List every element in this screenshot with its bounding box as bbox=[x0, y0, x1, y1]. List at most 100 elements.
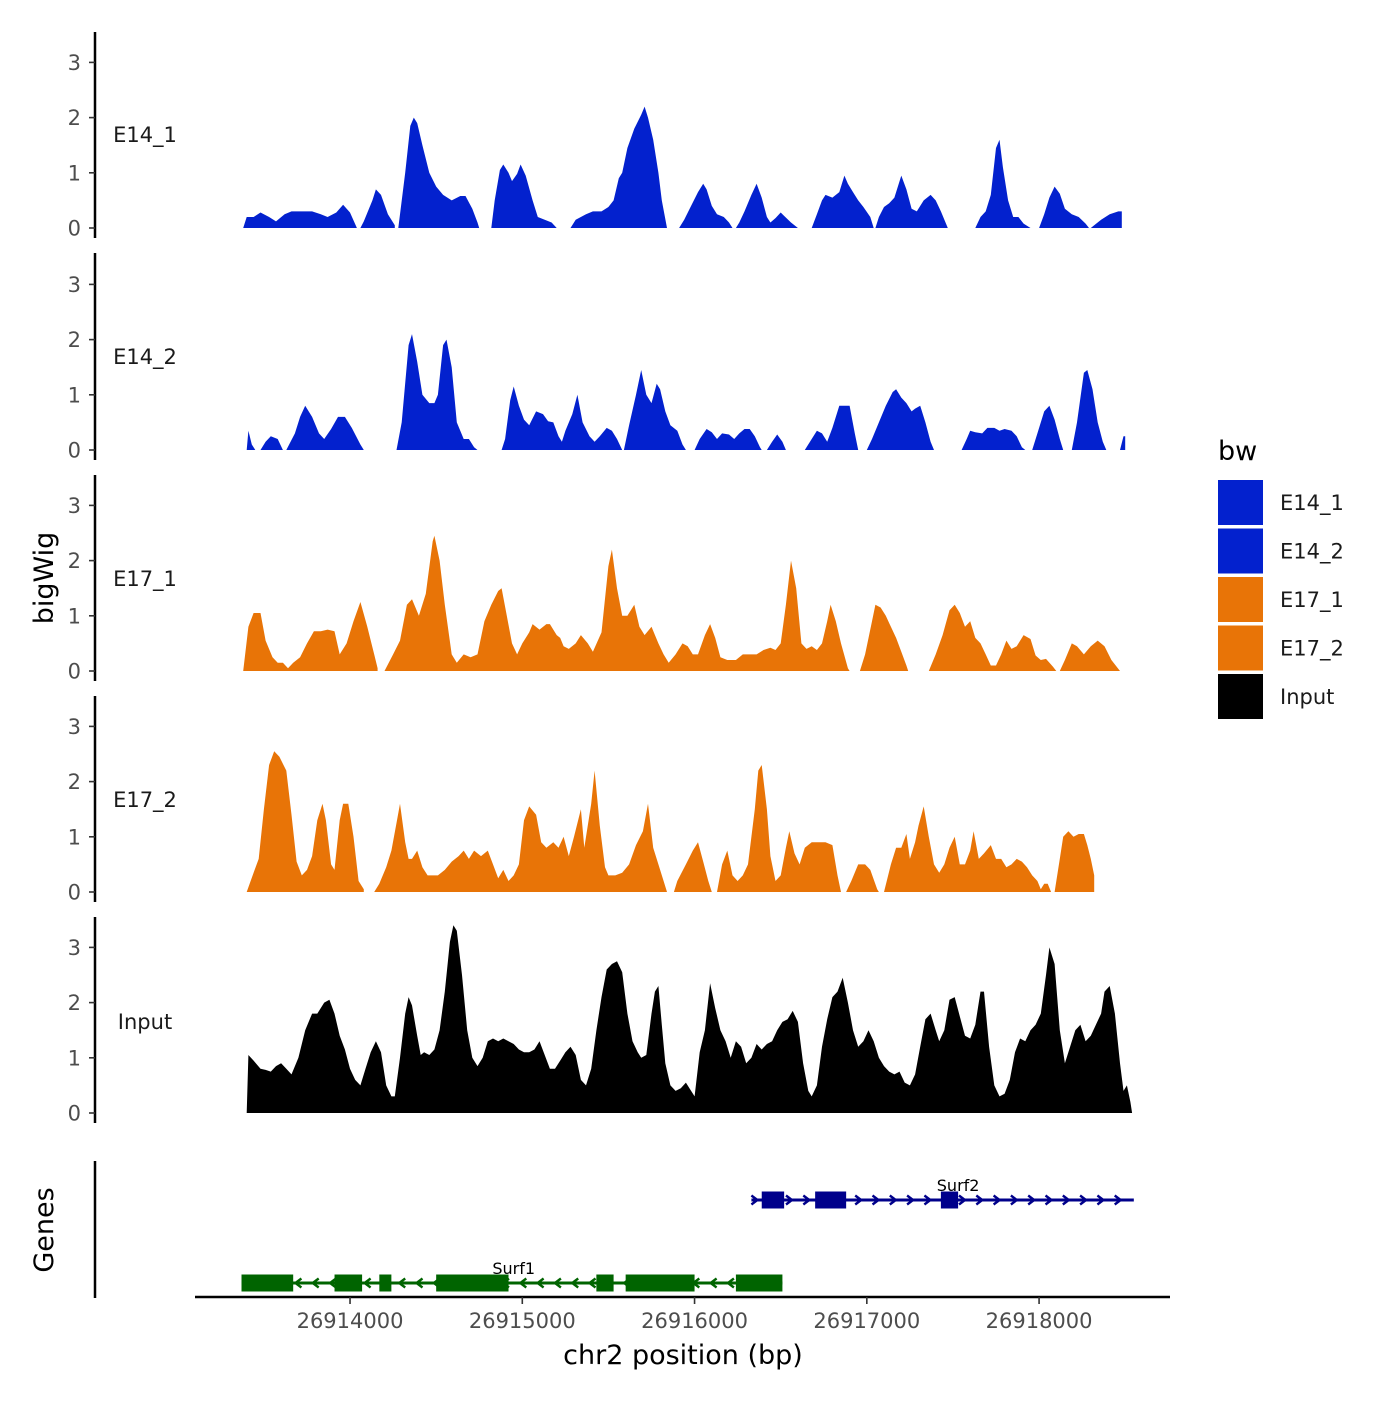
y-tick-label: 1 bbox=[68, 383, 81, 407]
legend-label: Input bbox=[1280, 685, 1334, 709]
y-tick-label: 3 bbox=[68, 494, 81, 518]
strand-arrow bbox=[725, 1277, 735, 1289]
gene-exon bbox=[596, 1274, 614, 1292]
gene-exon bbox=[436, 1274, 509, 1292]
genes-axis-title: Genes bbox=[29, 1187, 60, 1272]
x-tick-label: 26916000 bbox=[641, 1309, 748, 1333]
area-E14_1 bbox=[243, 106, 1122, 228]
strand-arrow bbox=[293, 1277, 303, 1289]
area-E17_1 bbox=[243, 535, 1120, 671]
signal-tracks: 0 1 2 3 E14_1 0 1 2 3 E14_2 0 1 2 3 E17_1 0 1 2 3 E17_2 0 1 2 3… bbox=[68, 32, 1133, 1126]
strand-arrow bbox=[535, 1277, 545, 1289]
track-Input: 0 1 2 3 Input bbox=[68, 917, 1133, 1126]
strand-arrow bbox=[923, 1194, 933, 1206]
track-label: E17_1 bbox=[113, 567, 177, 592]
area-Input bbox=[246, 925, 1133, 1113]
strand-arrow bbox=[397, 1277, 406, 1289]
x-tick-label: 26915000 bbox=[469, 1309, 576, 1333]
track-label: E14_1 bbox=[113, 123, 177, 148]
strand-arrow bbox=[1096, 1194, 1106, 1206]
y-tick-label: 2 bbox=[68, 328, 81, 352]
strand-arrow bbox=[552, 1277, 562, 1289]
strand-arrow bbox=[889, 1194, 898, 1206]
gene-exon bbox=[761, 1191, 785, 1209]
legend-swatch-E17_2 bbox=[1218, 625, 1263, 671]
track-label: E17_2 bbox=[113, 788, 177, 813]
gene-exon bbox=[625, 1274, 695, 1292]
strand-arrow bbox=[414, 1277, 424, 1289]
strand-arrow bbox=[750, 1194, 760, 1206]
y-tick-label: 2 bbox=[68, 991, 81, 1015]
strand-arrow bbox=[1027, 1194, 1037, 1206]
x-axis: 26914000 26915000 26916000 26917000 26918000 bbox=[195, 1295, 1170, 1333]
y-tick-label: 1 bbox=[68, 604, 81, 628]
strand-arrow bbox=[906, 1194, 916, 1206]
strand-arrow bbox=[708, 1277, 718, 1289]
y-tick-label: 3 bbox=[68, 273, 81, 297]
y-tick-label: 1 bbox=[68, 161, 81, 185]
y-tick-label: 2 bbox=[68, 549, 81, 573]
legend-label: E14_2 bbox=[1280, 540, 1344, 565]
strand-arrow bbox=[802, 1194, 812, 1206]
y-tick-label: 2 bbox=[68, 106, 81, 130]
gene-exon bbox=[334, 1274, 363, 1292]
y-axis-title: bigWig bbox=[29, 532, 60, 625]
strand-arrow bbox=[570, 1277, 579, 1289]
gene-exon bbox=[940, 1191, 959, 1209]
legend-label: E14_1 bbox=[1280, 491, 1344, 516]
legend-swatch-E14_1 bbox=[1218, 480, 1263, 525]
y-tick-label: 3 bbox=[68, 715, 81, 739]
y-tick-label: 0 bbox=[68, 660, 81, 684]
x-tick-label: 26918000 bbox=[986, 1309, 1093, 1333]
strand-arrow bbox=[587, 1277, 597, 1289]
y-tick-label: 2 bbox=[68, 770, 81, 794]
gene-name-label: Surf1 bbox=[492, 1259, 535, 1278]
gene-exon bbox=[241, 1274, 294, 1292]
gene-name-label: Surf2 bbox=[937, 1176, 980, 1195]
track-E14_2: 0 1 2 3 E14_2 bbox=[68, 253, 1126, 463]
y-tick-label: 0 bbox=[68, 881, 81, 905]
legend-swatch-E14_2 bbox=[1218, 528, 1263, 574]
y-tick-label: 0 bbox=[68, 1102, 81, 1126]
legend-label: E17_1 bbox=[1280, 588, 1344, 613]
gene-exon bbox=[735, 1274, 783, 1292]
y-tick-label: 0 bbox=[68, 439, 81, 463]
strand-arrow bbox=[871, 1194, 881, 1206]
track-E17_1: 0 1 2 3 E17_1 bbox=[68, 475, 1120, 684]
gene-exon bbox=[379, 1274, 392, 1292]
strand-arrow bbox=[785, 1194, 795, 1206]
strand-arrow bbox=[362, 1277, 372, 1289]
strand-arrow bbox=[1044, 1194, 1054, 1206]
y-tick-label: 3 bbox=[68, 51, 81, 75]
legend: bw E14_1 E14_2 E17_1 E17_2 Input bbox=[1218, 436, 1344, 719]
strand-arrow bbox=[1113, 1194, 1123, 1206]
strand-arrow bbox=[1062, 1194, 1071, 1206]
strand-arrow bbox=[958, 1194, 968, 1206]
y-tick-label: 0 bbox=[68, 217, 81, 241]
x-axis-title: chr2 position (bp) bbox=[563, 1340, 803, 1371]
strand-arrow bbox=[992, 1194, 1002, 1206]
gene-Surf1: Surf1 bbox=[241, 1259, 783, 1292]
legend-title: bw bbox=[1218, 436, 1257, 467]
y-tick-label: 3 bbox=[68, 936, 81, 960]
track-E17_2: 0 1 2 3 E17_2 bbox=[68, 696, 1095, 905]
area-E17_2 bbox=[246, 751, 1095, 892]
x-tick-label: 26914000 bbox=[297, 1309, 404, 1333]
gene-exon bbox=[815, 1191, 847, 1209]
strand-arrow bbox=[975, 1194, 985, 1206]
y-tick-label: 1 bbox=[68, 825, 81, 849]
strand-arrow bbox=[328, 1277, 337, 1289]
strand-arrow bbox=[310, 1277, 320, 1289]
legend-swatch-E17_1 bbox=[1218, 577, 1263, 622]
track-label: E14_2 bbox=[113, 345, 177, 370]
gene-Surf2: Surf2 bbox=[750, 1176, 1134, 1209]
legend-swatch-Input bbox=[1218, 674, 1263, 719]
strand-arrow bbox=[518, 1277, 528, 1289]
strand-arrow bbox=[1079, 1194, 1089, 1206]
y-tick-label: 1 bbox=[68, 1046, 81, 1070]
track-label: Input bbox=[118, 1010, 172, 1034]
gene-track: Surf2 Surf1 bbox=[93, 1161, 1134, 1298]
